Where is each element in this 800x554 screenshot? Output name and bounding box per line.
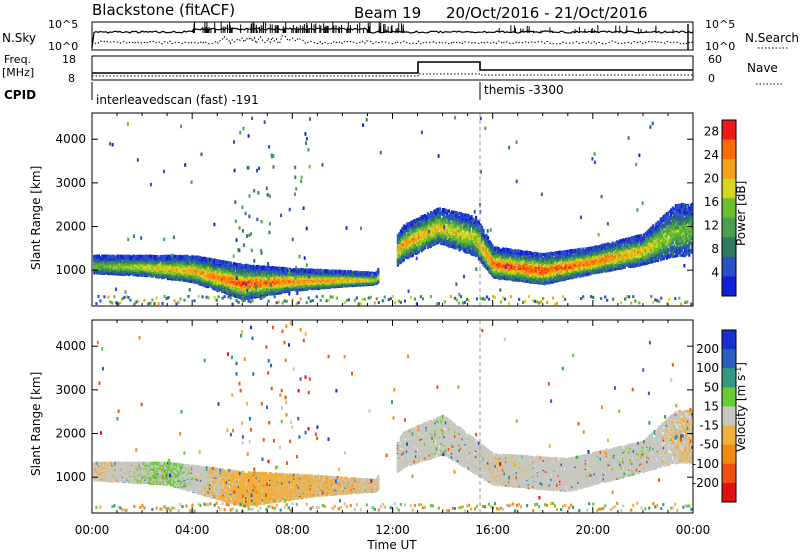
freq-unit: [MHz] [2,66,34,79]
power-cell [481,226,483,229]
power-cell [377,268,379,271]
power-cell [439,207,441,210]
nsky-top-tick: 10^5 [48,18,78,31]
nave-bottom-tick: 0 [708,72,715,85]
nave-top-tick: 60 [708,53,722,66]
nsearch-top-tick: 10^5 [705,18,735,31]
freq-top-tick: 18 [62,53,76,66]
nsky-line [92,28,693,48]
cpid-label: CPID [4,88,36,102]
freq-line [92,62,693,73]
date-range: 20/Oct/2016 - 21/Oct/2016 [446,4,648,22]
power-cell [475,216,477,219]
nsky-bottom-tick: 10^0 [48,40,78,53]
freq-label: Freq. [4,53,31,66]
nave-label: Nave [747,61,778,75]
nsearch-label: N.Search [745,31,799,45]
beam-title: Beam 19 [354,4,421,22]
freq-bottom-tick: 8 [68,72,75,85]
nsearch-bottom-tick: 10^0 [705,40,735,53]
nsky-spikes [193,22,688,50]
power-cell [482,229,484,232]
cpid-segment-1: interleavedscan (fast) -191 [96,93,259,107]
station-title: Blackstone (fitACF) [92,1,235,19]
nave-line [92,74,693,76]
nsky-label: N.Sky [2,31,36,45]
freq-panel [92,56,693,80]
cpid-segment-2: themis -3300 [484,83,564,97]
nsearch-line [92,36,693,44]
nsky-panel [92,22,693,50]
